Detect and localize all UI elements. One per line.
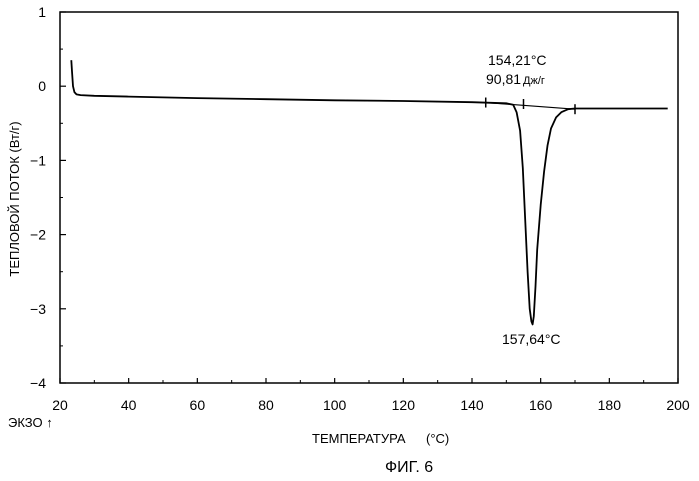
x-tick-label: 140 (460, 397, 484, 413)
y-tick-label: −4 (30, 375, 46, 391)
exo-label: ЭКЗО ↑ (8, 415, 53, 430)
x-tick-label: 20 (52, 397, 68, 413)
y-tick-label: −1 (30, 152, 46, 168)
series-layer (71, 60, 667, 324)
plot-frame (60, 12, 678, 383)
x-tick-label: 180 (598, 397, 622, 413)
y-tick-label: −3 (30, 301, 46, 317)
x-tick-label: 120 (392, 397, 416, 413)
x-tick-label: 200 (666, 397, 690, 413)
y-axis-title: ТЕПЛОВОЙ ПОТОК (Вт/г) (7, 121, 22, 276)
x-tick-label: 60 (190, 397, 206, 413)
enthalpy-value: 90,81 (486, 71, 521, 87)
peak-temperature-label: 157,64°C (502, 331, 561, 347)
enthalpy-unit: Дж/г (523, 75, 545, 87)
onset-temperature-label: 154,21°C (488, 52, 547, 68)
x-axis-unit: (°C) (426, 431, 449, 446)
y-tick-label: 1 (38, 4, 46, 20)
y-tick-label: 0 (38, 78, 46, 94)
x-axis-title: ТЕМПЕРАТУРА (312, 431, 406, 446)
integration-baseline (486, 103, 575, 110)
x-tick-label: 40 (121, 397, 137, 413)
plot-border (60, 12, 678, 383)
figure-caption: ФИГ. 6 (385, 459, 433, 476)
enthalpy-label: 90,81Дж/г (486, 71, 545, 87)
y-tick-label: −2 (30, 227, 46, 243)
x-tick-label: 80 (258, 397, 274, 413)
x-tick-label: 100 (323, 397, 347, 413)
x-tick-label: 160 (529, 397, 553, 413)
dsc-curve (71, 60, 667, 324)
